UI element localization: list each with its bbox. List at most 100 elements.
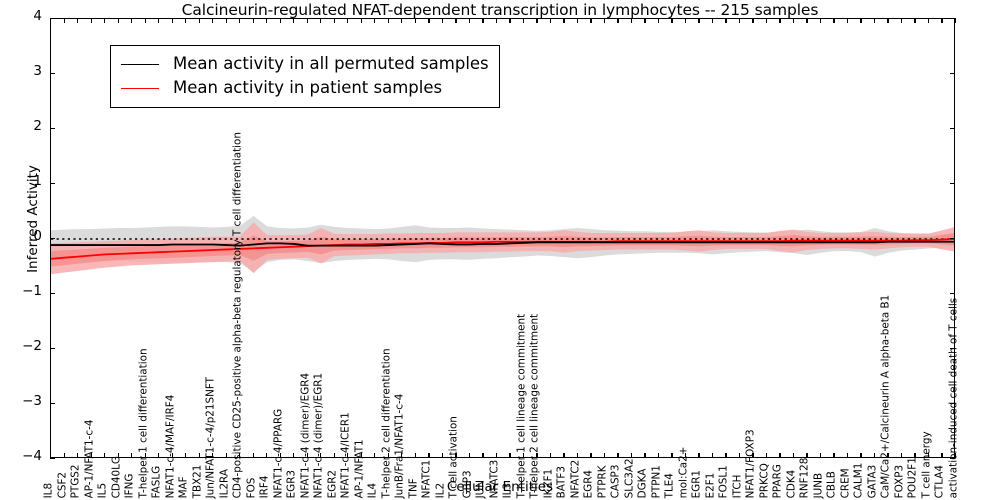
- x-tick-mark-top: [293, 18, 295, 23]
- x-tick-mark: [630, 453, 633, 458]
- x-tick-mark: [347, 453, 349, 458]
- x-tick-label: CaM/Ca2+/Calcineurin A alpha-beta B1: [880, 294, 893, 498]
- y-tick-mark: [950, 238, 955, 240]
- x-tick-mark-top: [333, 18, 335, 23]
- chart-title: Calcineurin-regulated NFAT-dependent tra…: [181, 1, 819, 19]
- y-tick-mark: [950, 293, 955, 295]
- x-tick-mark-top: [387, 18, 389, 23]
- x-tick-mark-top: [617, 18, 619, 23]
- x-tick-mark-top: [77, 18, 79, 23]
- y-tick-mark: [950, 73, 955, 75]
- x-tick-mark: [914, 453, 916, 458]
- x-tick-mark: [374, 453, 376, 458]
- x-tick-mark-top: [104, 18, 106, 23]
- legend-swatch-permuted: [121, 63, 159, 65]
- x-axis-label: Cellular Entities: [446, 479, 554, 495]
- y-tick-label: 4: [33, 8, 42, 24]
- x-tick-mark: [171, 453, 173, 458]
- x-tick-mark-top: [684, 18, 687, 23]
- x-tick-mark: [644, 453, 646, 458]
- x-tick-mark: [90, 453, 92, 458]
- x-tick-mark: [306, 453, 308, 458]
- y-tick-mark: [50, 183, 55, 185]
- x-tick-mark: [590, 453, 592, 458]
- x-tick-mark-top: [806, 18, 808, 23]
- x-tick-mark-top: [955, 18, 957, 23]
- y-tick-mark: [950, 348, 955, 350]
- x-tick-mark-top: [131, 18, 133, 23]
- x-tick-mark: [563, 453, 565, 458]
- x-tick-mark-top: [50, 18, 52, 23]
- x-tick-mark-top: [144, 18, 146, 23]
- x-tick-mark: [819, 453, 822, 458]
- y-tick-label: 0: [33, 228, 42, 244]
- y-tick-label: −4: [22, 448, 42, 464]
- x-tick-mark-top: [455, 18, 457, 23]
- x-tick-mark: [198, 453, 200, 458]
- x-tick-mark-top: [590, 18, 592, 23]
- y-tick-mark: [950, 128, 955, 130]
- y-tick-label: −1: [22, 283, 42, 299]
- x-tick-mark: [927, 453, 930, 458]
- x-tick-mark: [846, 453, 849, 458]
- legend-item-permuted: Mean activity in all permuted samples: [121, 52, 489, 76]
- x-tick-mark: [522, 453, 525, 458]
- x-tick-mark: [711, 453, 714, 458]
- y-tick-label: 2: [33, 118, 42, 134]
- x-tick-mark-top: [90, 18, 92, 23]
- y-tick-label: 3: [33, 63, 42, 79]
- x-tick-mark-top: [630, 18, 633, 23]
- y-tick-mark: [50, 458, 55, 460]
- x-tick-mark-top: [644, 18, 646, 23]
- x-tick-mark-top: [306, 18, 308, 23]
- x-tick-mark-top: [792, 18, 795, 23]
- x-tick-label: T-helper 1 cell differentiation: [137, 348, 150, 498]
- x-tick-mark-top: [428, 18, 430, 23]
- x-tick-mark: [806, 453, 808, 458]
- x-tick-mark-top: [212, 18, 214, 23]
- y-tick-label: −2: [22, 338, 42, 354]
- y-tick-mark: [950, 183, 955, 185]
- x-tick-mark: [77, 453, 79, 458]
- x-tick-mark: [779, 453, 781, 458]
- x-tick-mark-top: [900, 18, 903, 23]
- x-tick-mark-top: [671, 18, 673, 23]
- x-tick-mark: [765, 453, 768, 458]
- x-tick-mark: [941, 453, 943, 458]
- y-tick-mark: [950, 18, 955, 20]
- x-tick-mark-top: [468, 18, 471, 23]
- x-tick-mark: [104, 453, 106, 458]
- x-tick-mark-top: [833, 18, 835, 23]
- x-tick-mark: [63, 453, 65, 458]
- x-tick-mark: [50, 453, 52, 458]
- x-tick-mark: [455, 453, 457, 458]
- legend-item-patient: Mean activity in patient samples: [121, 76, 489, 100]
- x-tick-mark: [239, 453, 241, 458]
- x-tick-mark-top: [698, 18, 700, 23]
- x-tick-mark-top: [482, 18, 484, 23]
- y-tick-mark: [50, 348, 55, 350]
- x-tick-mark-top: [860, 18, 862, 23]
- x-tick-mark-top: [846, 18, 849, 23]
- x-tick-mark: [900, 453, 903, 458]
- x-tick-mark: [212, 453, 214, 458]
- plot-svg: [51, 215, 954, 275]
- y-tick-mark: [950, 403, 955, 405]
- x-tick-mark-top: [360, 18, 362, 23]
- x-tick-mark: [401, 453, 403, 458]
- x-tick-mark-top: [914, 18, 916, 23]
- x-tick-mark-top: [819, 18, 822, 23]
- x-tick-mark: [225, 453, 227, 458]
- x-tick-mark: [158, 453, 160, 458]
- y-tick-mark: [50, 73, 55, 75]
- x-tick-mark: [495, 453, 498, 458]
- x-tick-mark-top: [711, 18, 714, 23]
- x-tick-mark-top: [252, 18, 254, 23]
- x-tick-mark: [333, 453, 335, 458]
- legend-label-permuted: Mean activity in all permuted samples: [173, 53, 489, 73]
- y-tick-label: 1: [33, 173, 42, 189]
- x-tick-mark: [441, 453, 443, 458]
- x-tick-label: activation-induced cell death of T cells: [947, 297, 960, 498]
- y-tick-mark: [50, 18, 55, 20]
